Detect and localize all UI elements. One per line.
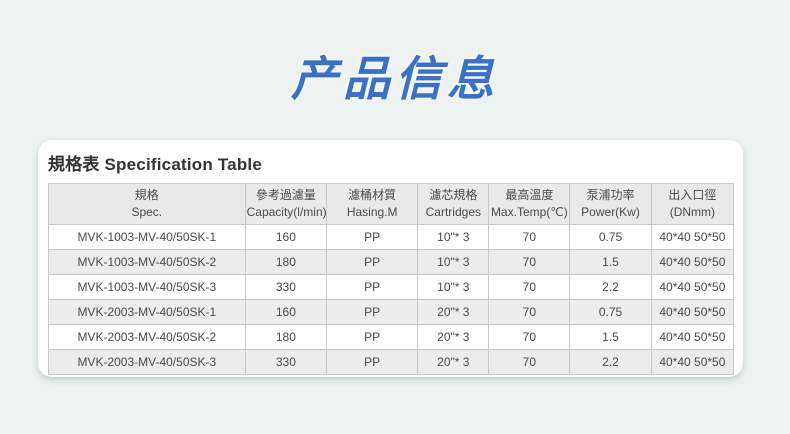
table-cell: 2.2 [569,274,652,300]
column-header-en: Max.Temp(℃) [490,205,568,219]
column-header: 最高溫度 Max.Temp(℃) [488,183,571,225]
table-cell: 0.75 [569,224,652,250]
table-cell: 10"* 3 [417,249,490,275]
table-cell: 20"* 3 [417,324,490,350]
column-header-en: Power(Kw) [581,205,640,219]
table-cell: 40*40 50*50 [650,324,735,350]
table-cell: 70 [488,349,571,375]
table-cell: MVK-1003-MV-40/50SK-1 [48,224,246,250]
column-header: 濾芯規格 Cartridges [417,183,490,225]
table-row: MVK-1003-MV-40/50SK-2 180 PP 10"* 3 70 1.5 40*… [48,249,735,275]
column-header-zh: 規格 [134,187,159,202]
table-cell: PP [326,224,419,250]
table-cell: 20"* 3 [417,349,490,375]
table-cell: 1.5 [569,249,652,275]
column-header-zh: 泵浦功率 [586,187,635,202]
table-cell: 20"* 3 [417,299,490,325]
table-cell: PP [326,349,419,375]
column-header-en: Spec. [131,205,163,219]
column-header-zh: 最高溫度 [505,187,554,202]
table-cell: 70 [488,299,571,325]
column-header: 泵浦功率 Power(Kw) [569,183,652,225]
table-row: MVK-1003-MV-40/50SK-3 330 PP 10"* 3 70 2.2 40*… [48,274,735,300]
table-cell: MVK-1003-MV-40/50SK-2 [48,249,246,275]
column-header-en: Hasing.M [346,205,398,219]
page-title: 产品信息 [291,52,499,105]
table-cell: 180 [244,249,328,275]
table-cell: 40*40 50*50 [650,299,735,325]
specification-table: 規格 Spec. 參考過濾量 Capacity(l/min) 濾桶材質 Hasing.M 濾… [48,183,735,375]
column-header: 濾桶材質 Hasing.M [326,183,419,225]
table-cell: PP [326,324,419,350]
table-header: 規格 Spec. 參考過濾量 Capacity(l/min) 濾桶材質 Hasing.M 濾… [48,183,735,225]
table-cell: MVK-2003-MV-40/50SK-3 [48,349,246,375]
table-body: MVK-1003-MV-40/50SK-1 160 PP 10"* 3 70 0.75 40… [48,224,735,375]
column-header-en: (DNmm) [669,205,716,219]
table-cell: 40*40 50*50 [650,349,735,375]
column-header: 出入口徑 (DNmm) [650,183,735,225]
specification-table-heading: 規格表 Specification Table [48,155,262,174]
column-header-zh: 濾芯規格 [429,187,478,202]
table-cell: MVK-1003-MV-40/50SK-3 [48,274,246,300]
table-cell: 70 [488,249,571,275]
table-row: MVK-2003-MV-40/50SK-3 330 PP 20"* 3 70 2.2 40*… [48,349,735,375]
table-cell: MVK-2003-MV-40/50SK-2 [48,324,246,350]
column-header-zh: 參考過濾量 [255,187,316,202]
table-cell: 180 [244,324,328,350]
column-header-zh: 出入口徑 [668,187,717,202]
table-cell: 10"* 3 [417,224,490,250]
table-cell: 160 [244,299,328,325]
table-cell: 330 [244,274,328,300]
table-row: MVK-2003-MV-40/50SK-1 160 PP 20"* 3 70 0.75 40… [48,299,735,325]
table-cell: 2.2 [569,349,652,375]
column-header-zh: 濾桶材質 [348,187,397,202]
table-cell: PP [326,299,419,325]
table-cell: 0.75 [569,299,652,325]
table-row: MVK-1003-MV-40/50SK-1 160 PP 10"* 3 70 0.75 40… [48,224,735,250]
table-cell: 40*40 50*50 [650,249,735,275]
table-cell: PP [326,274,419,300]
column-header-en: Capacity(l/min) [246,205,327,219]
table-cell: 70 [488,224,571,250]
table-cell: 1.5 [569,324,652,350]
column-header: 參考過濾量 Capacity(l/min) [244,183,328,225]
table-cell: MVK-2003-MV-40/50SK-1 [48,299,246,325]
table-cell: 330 [244,349,328,375]
specification-card: 規格表 Specification Table 規格 Spec. 參考過濾量 Capa… [38,140,743,377]
table-cell: 40*40 50*50 [650,224,735,250]
table-cell: PP [326,249,419,275]
table-cell: 160 [244,224,328,250]
table-row: MVK-2003-MV-40/50SK-2 180 PP 20"* 3 70 1.5 40*… [48,324,735,350]
table-cell: 70 [488,274,571,300]
table-header-row: 規格 Spec. 參考過濾量 Capacity(l/min) 濾桶材質 Hasing.M 濾… [48,183,735,225]
table-cell: 10"* 3 [417,274,490,300]
column-header-en: Cartridges [425,205,481,219]
column-header: 規格 Spec. [48,183,246,225]
table-cell: 70 [488,324,571,350]
table-cell: 40*40 50*50 [650,274,735,300]
